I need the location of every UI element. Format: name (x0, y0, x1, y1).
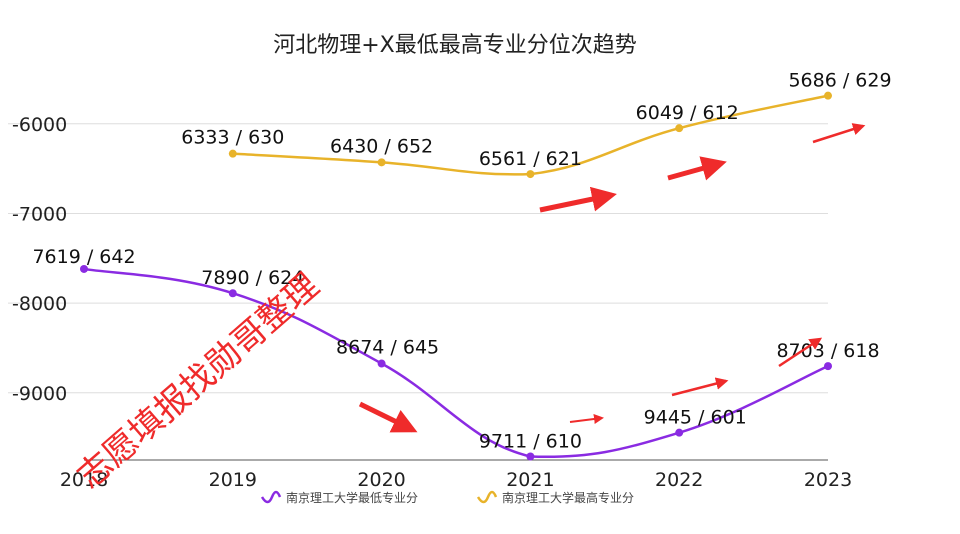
series-lines: 7619 / 642 7890 / 624 8674 / 645 9711 / 610… (32, 70, 892, 461)
annotation-arrows (358, 123, 866, 433)
data-point (824, 91, 832, 100)
x-axis-ticks: 2018 2019 2020 2021 2022 2023 (60, 469, 852, 491)
arrow-2021-max (539, 186, 617, 213)
arrow-2020-min (358, 401, 418, 433)
data-point (377, 359, 386, 368)
arrow-2022-min (671, 377, 729, 397)
data-point (526, 170, 535, 179)
chart-title: 河北物理+X最低最高专业分位次趋势 (273, 33, 637, 58)
data-label: 6049 / 612 (636, 102, 739, 124)
data-label: 8703 / 618 (776, 340, 879, 362)
y-tick-label: -9000 (12, 383, 67, 405)
legend-max-label: 南京理工大学最高专业分 (502, 490, 634, 505)
data-label: 7890 / 624 (201, 267, 304, 289)
data-label: 6430 / 652 (330, 135, 433, 157)
y-tick-label: -6000 (12, 114, 67, 136)
legend-min-icon (260, 490, 282, 504)
data-label: 7619 / 642 (32, 246, 135, 268)
data-point (228, 289, 237, 298)
data-point (675, 428, 684, 437)
x-tick-label: 2018 (60, 469, 108, 491)
legend-min-label: 南京理工大学最低专业分 (286, 490, 418, 505)
y-tick-label: -7000 (12, 203, 67, 225)
x-tick-label: 2020 (357, 469, 405, 491)
data-label: 9711 / 610 (479, 431, 582, 453)
data-point (228, 149, 237, 158)
x-tick-label: 2022 (655, 469, 703, 491)
data-label: 6561 / 621 (479, 148, 582, 170)
data-point (377, 158, 386, 167)
data-label: 9445 / 601 (644, 407, 747, 429)
data-point (675, 124, 684, 133)
data-label: 5686 / 629 (788, 70, 891, 92)
legend: 南京理工大学最低专业分 南京理工大学最高专业分 (260, 490, 634, 505)
watermark-text: 志愿填报找勋哥整理 (70, 266, 327, 497)
arrow-2021-min (569, 414, 604, 424)
data-point (526, 452, 535, 461)
data-point (824, 362, 832, 371)
legend-max-icon (476, 490, 498, 504)
x-tick-label: 2021 (506, 469, 554, 491)
series-line-0 (83, 267, 829, 459)
y-axis-ticks: -6000 -7000 -8000 -9000 (12, 114, 67, 405)
arrow-2022-max (667, 156, 727, 181)
x-tick-label: 2019 (209, 469, 257, 491)
data-label: 8674 / 645 (336, 337, 439, 359)
x-tick-label: 2023 (804, 469, 852, 491)
data-label: 6333 / 630 (181, 127, 284, 149)
data-point (80, 264, 88, 273)
arrow-2023-max (812, 123, 866, 144)
arrow-2023-min (778, 337, 823, 368)
y-tick-label: -8000 (12, 293, 67, 315)
